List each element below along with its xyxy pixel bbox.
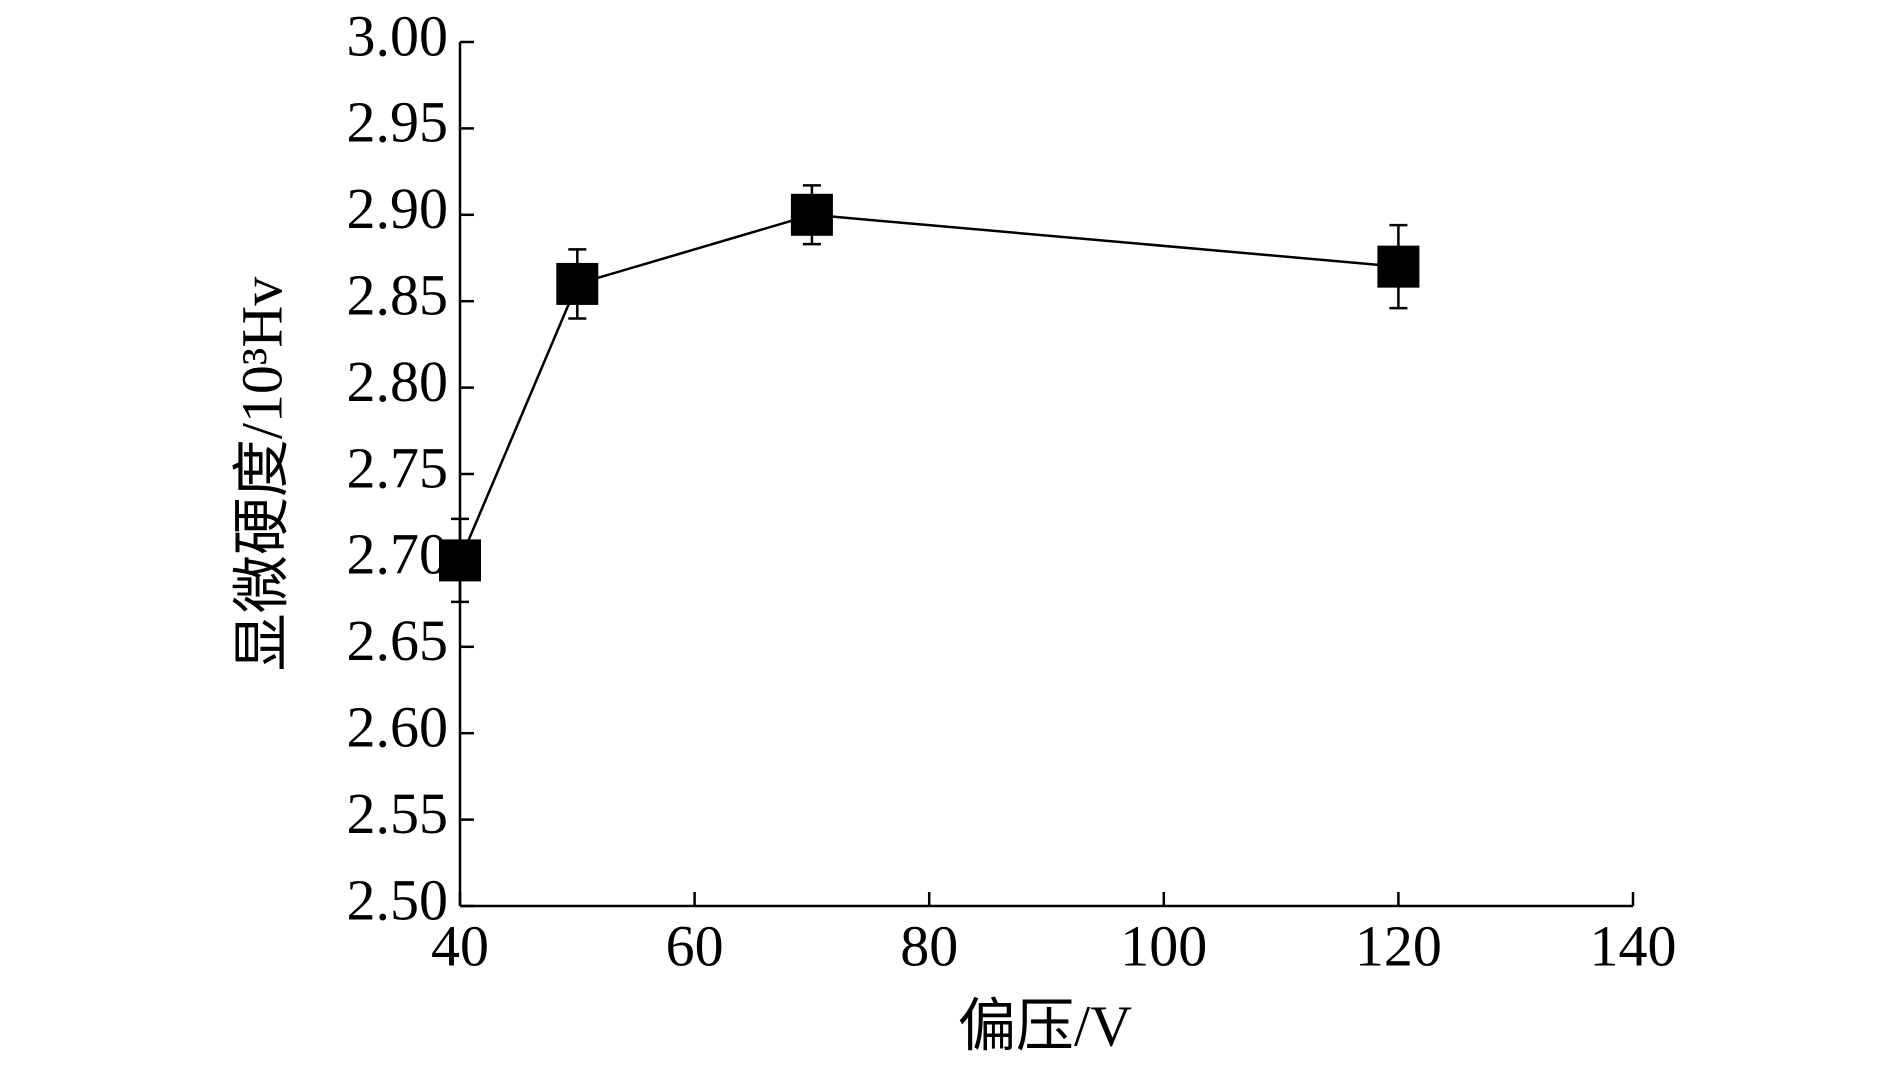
y-tick-label: 2.70 [347,522,449,587]
marker [556,262,599,305]
marker [1377,245,1420,288]
y-tick-label: 2.80 [347,349,449,414]
y-tick-label: 2.55 [347,781,449,846]
x-tick-label: 40 [431,913,489,978]
marker [439,539,481,582]
y-tick-label: 2.95 [347,90,449,155]
x-axis-label: 偏压/V [958,993,1132,1058]
y-tick-label: 3.00 [347,3,449,68]
x-tick-label: 80 [900,913,958,978]
x-tick-label: 140 [1590,913,1677,978]
y-tick-label: 2.60 [347,695,449,760]
y-axis-label: 显微硬度/10³Hv [229,277,294,671]
y-tick-label: 2.50 [347,867,449,932]
line [458,213,1399,561]
y-tick-label: 2.90 [347,176,449,241]
y-tick-label: 2.65 [347,608,449,673]
x-tick-label: 120 [1355,913,1442,978]
marker [790,193,833,236]
x-tick-label: 60 [666,913,724,978]
y-tick-label: 2.75 [347,435,449,500]
y-tick-label: 2.85 [347,263,449,328]
x-tick-label: 100 [1120,913,1207,978]
